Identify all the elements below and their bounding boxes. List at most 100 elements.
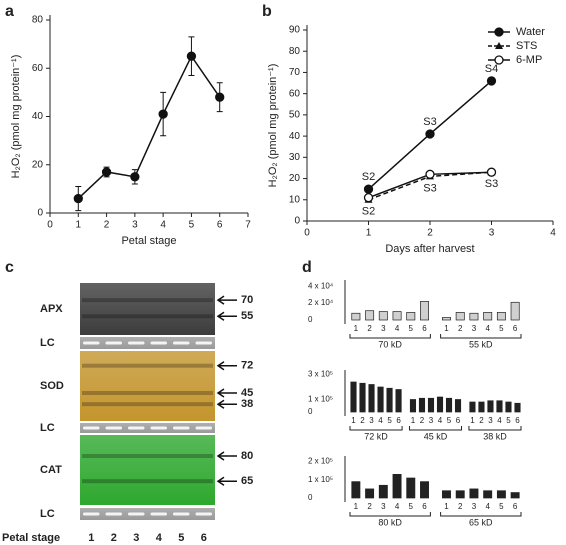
group-label: 80 kD xyxy=(378,517,402,527)
bar xyxy=(442,490,451,499)
y-tick-label: 80 xyxy=(32,15,44,26)
point-label: S2 xyxy=(362,171,375,183)
bar xyxy=(455,312,465,321)
group-label: 72 kD xyxy=(364,431,388,441)
group-bracket xyxy=(408,426,463,431)
x-tick-label: 6 xyxy=(456,416,461,425)
legend-marker xyxy=(495,42,503,49)
x-tick-label: 3 xyxy=(488,416,493,425)
x-tick-label: 5 xyxy=(499,324,504,333)
loading-band xyxy=(105,426,122,430)
x-tick-label: 6 xyxy=(217,220,223,231)
x-tick-label: 5 xyxy=(499,502,504,511)
point xyxy=(130,172,140,182)
group-bracket xyxy=(468,426,522,431)
blot xyxy=(80,423,215,433)
legend-marker xyxy=(494,55,504,65)
arrow xyxy=(216,451,237,461)
arrow xyxy=(216,361,237,371)
bar xyxy=(445,397,453,413)
point-label: S3 xyxy=(485,178,498,190)
arrow xyxy=(216,388,237,398)
bar xyxy=(365,310,375,321)
x-tick-label: 2 xyxy=(367,502,372,511)
group-label: 55 kD xyxy=(469,339,493,349)
panel-label: b xyxy=(262,3,272,20)
x-tick-label: 3 xyxy=(472,502,477,511)
loading-band xyxy=(128,426,145,430)
point-label: S3 xyxy=(423,182,436,194)
lane-label: 2 xyxy=(111,532,117,544)
x-tick-label: 1 xyxy=(444,324,449,333)
group-label: 70 kD xyxy=(378,339,402,349)
point xyxy=(363,184,374,194)
x-tick-label: 4 xyxy=(497,416,502,425)
x-tick-label: 2 xyxy=(104,220,110,231)
y-tick-label: 60 xyxy=(32,63,44,74)
x-tick-label: 5 xyxy=(409,324,414,333)
point xyxy=(425,129,435,139)
x-tick-label: 2 xyxy=(458,502,463,511)
x-tick-label: 2 xyxy=(427,228,433,239)
y-tick-label: 30 xyxy=(289,152,301,163)
bar xyxy=(483,490,493,499)
y-tick-label: 0 xyxy=(37,208,43,219)
lane-title: Petal stage xyxy=(2,532,60,544)
marker-label: 45 xyxy=(241,387,253,399)
x-tick-label: 3 xyxy=(381,502,386,511)
x-tick-label: 1 xyxy=(76,220,82,231)
x-tick-label: 1 xyxy=(444,502,449,511)
point xyxy=(73,193,83,204)
legend-marker xyxy=(494,27,504,37)
bar xyxy=(406,312,416,321)
bar xyxy=(378,311,388,321)
bar xyxy=(365,488,375,499)
point xyxy=(486,76,497,86)
bar xyxy=(350,381,357,413)
blot xyxy=(80,508,215,520)
x-axis-label: Days after harvest xyxy=(385,243,474,255)
y-tick-label: 4 x 10⁴ xyxy=(308,281,334,290)
blot xyxy=(80,283,215,335)
y-tick-label: 20 xyxy=(289,173,301,184)
x-tick-label: 0 xyxy=(47,220,53,231)
y-tick-label: 10 xyxy=(289,194,301,205)
bar xyxy=(395,389,402,413)
band xyxy=(82,298,213,303)
y-tick-label: 0 xyxy=(294,216,300,227)
panel-label: d xyxy=(302,259,312,276)
x-tick-label: 1 xyxy=(354,502,359,511)
x-tick-label: 4 xyxy=(160,220,166,231)
blot-label: LC xyxy=(40,337,55,349)
bar xyxy=(510,492,520,499)
y-tick-label: 60 xyxy=(289,88,301,99)
x-tick-label: 0 xyxy=(304,228,310,239)
marker-label: 80 xyxy=(241,450,253,462)
point-label: S3 xyxy=(423,116,436,128)
group-bracket xyxy=(349,512,431,517)
bar xyxy=(409,399,417,413)
x-tick-label: 3 xyxy=(472,324,477,333)
loading-band xyxy=(195,512,212,516)
x-tick-label: 4 xyxy=(550,228,556,239)
marker-label: 72 xyxy=(241,360,253,372)
bar xyxy=(427,397,435,413)
x-tick-label: 2 xyxy=(458,324,463,333)
loading-band xyxy=(105,341,122,345)
bar xyxy=(454,399,462,413)
group-label: 45 kD xyxy=(424,431,448,441)
legend-label: 6-MP xyxy=(516,54,542,66)
x-tick-label: 5 xyxy=(447,416,452,425)
blot xyxy=(80,351,215,421)
loading-band xyxy=(105,512,122,516)
point-label: S2 xyxy=(362,206,375,218)
bar xyxy=(378,484,388,499)
x-tick-label: 1 xyxy=(351,416,356,425)
x-tick-label: 2 xyxy=(420,416,425,425)
loading-band xyxy=(150,341,167,345)
point xyxy=(486,167,497,177)
y-tick-label: 40 xyxy=(289,131,301,142)
legend-label: Water xyxy=(516,26,545,38)
blot-label: LC xyxy=(40,508,55,520)
point xyxy=(363,193,374,203)
